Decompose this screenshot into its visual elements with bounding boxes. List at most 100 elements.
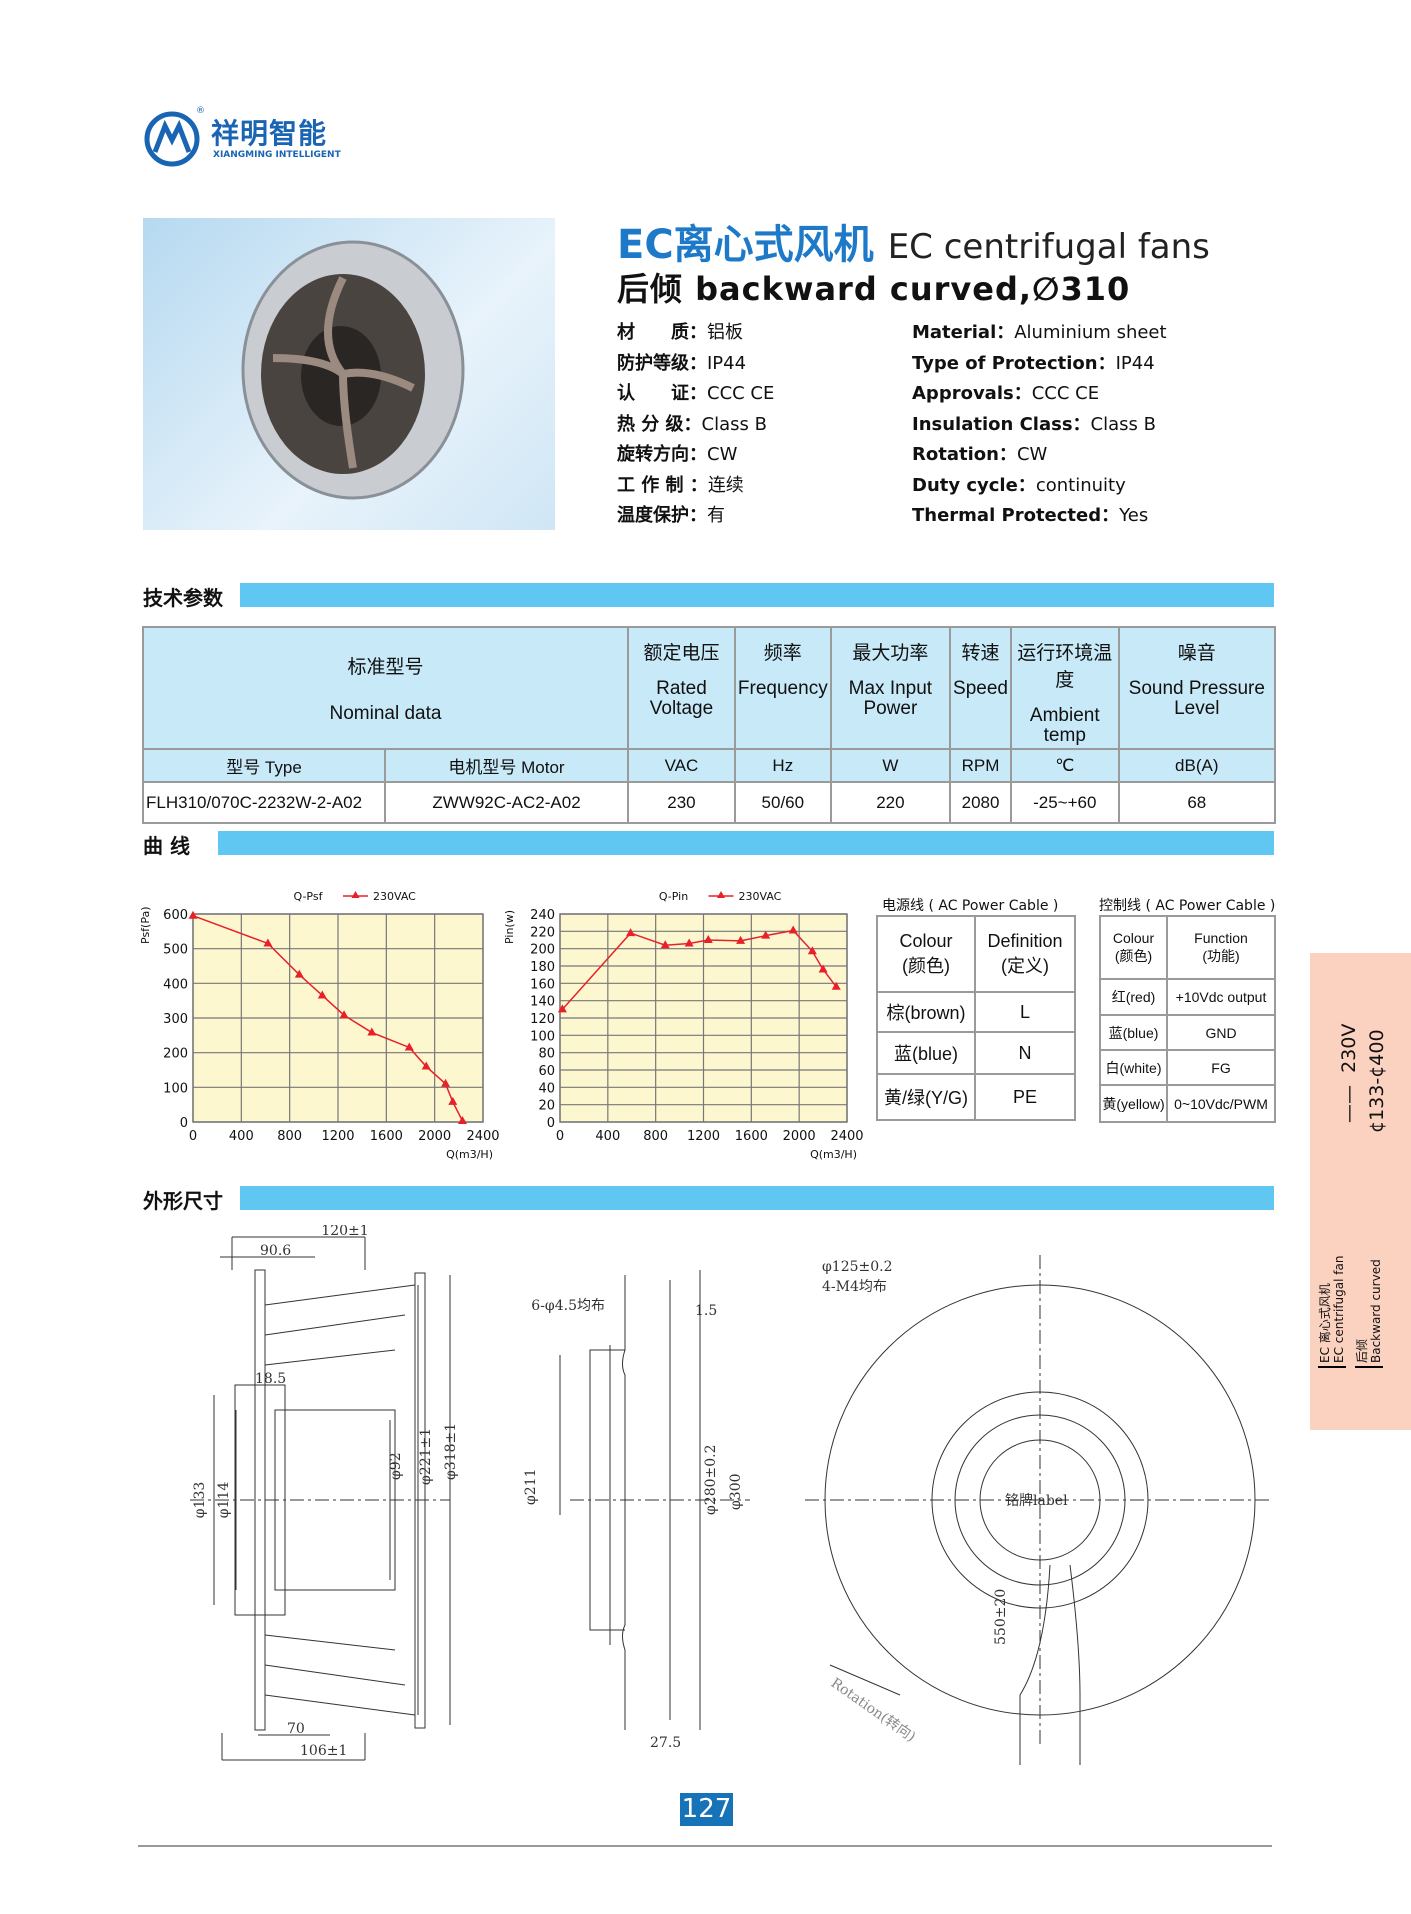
legend-label: 230VAC [739, 890, 782, 903]
spec-value: IP44 [707, 352, 747, 374]
cell: 棕(brown) [876, 991, 976, 1033]
data-point [441, 1078, 451, 1087]
y-tick-label: 140 [530, 995, 555, 1010]
data-point [818, 964, 828, 973]
table-row: 红(red) +10Vdc output [1099, 978, 1276, 1016]
value: -25~+60 [1010, 781, 1120, 824]
data-point [703, 935, 713, 943]
col-cn: 转速 [961, 643, 1000, 664]
cell: 黄/绿(Y/G) [876, 1073, 976, 1121]
y-tick-label: 200 [163, 1047, 188, 1062]
col-en: Max Input Power [848, 678, 933, 719]
spec-row: 工 作 制 ：连续 [617, 471, 744, 497]
cell: 蓝(blue) [1099, 1014, 1168, 1051]
data-point [626, 928, 636, 937]
spec-label: Duty cycle： [912, 474, 1036, 496]
data-point [188, 910, 198, 919]
legend-marker [717, 891, 725, 898]
unit: ℃ [1010, 748, 1120, 783]
value: 50/60 [733, 781, 832, 824]
col-header: 最大功率 Max Input Power [829, 626, 952, 750]
brand-logo: ® 祥明智能 XIANGMING INTELLIGENT [143, 106, 353, 168]
spec-value: continuity [1035, 474, 1126, 496]
cell: PE [974, 1073, 1076, 1121]
spec-label: 材 质： [617, 322, 707, 343]
spec-label: 温度保护： [617, 505, 707, 526]
h: Definition [987, 930, 1063, 951]
spec-value: IP44 [1115, 352, 1155, 374]
x-tick-label: 1600 [370, 1129, 403, 1144]
side-l1: EC 离心式风机 [1318, 1283, 1332, 1363]
cell: 0~10Vdc/PWM [1166, 1084, 1276, 1123]
section-tech-bar [240, 583, 1274, 607]
table-row: 黄/绿(Y/G) PE [876, 1073, 1076, 1121]
spec-row: Type of Protection：IP44 [912, 349, 1155, 375]
spec-value: Class B [1090, 413, 1156, 435]
unit: Hz [733, 748, 832, 783]
spec-label: Thermal Protected： [912, 505, 1120, 526]
dim-label: 550±20 [993, 1589, 1009, 1645]
spec-label: Type of Protection： [912, 352, 1116, 374]
spec-label: 工 作 制 ： [617, 474, 708, 496]
col-en: Sound Pressure Level [1128, 678, 1265, 719]
side-l3: 后倾 [1355, 1338, 1369, 1363]
cell: L [974, 991, 1076, 1033]
spec-table: 标准型号 Nominal data 额定电压 Rated Voltage 频率 Freq… [142, 626, 1277, 824]
nominal-cn: 标准型号 [347, 656, 424, 678]
col-header: 转速 Speed [949, 626, 1012, 750]
side-voltage-text: 230V [1338, 1023, 1360, 1073]
dim-label: 90.6 [260, 1243, 291, 1259]
spec-row: Duty cycle：continuity [912, 471, 1126, 497]
dim-label: 1.5 [695, 1303, 717, 1319]
col-en: Ambient temp [1029, 705, 1100, 746]
nominal-en: Nominal data [329, 702, 442, 724]
side-l4: Backward curved [1369, 1259, 1383, 1363]
value: 2080 [949, 781, 1012, 824]
dim-label: 4-M4均布 [822, 1279, 887, 1295]
data-point [294, 969, 304, 978]
spec-value: CCC CE [1031, 383, 1100, 404]
profile-view [559, 1270, 750, 1730]
h: Colour [899, 930, 953, 951]
dim-label: 27.5 [650, 1735, 681, 1751]
table-row: 黄(yellow) 0~10Vdc/PWM [1099, 1084, 1276, 1123]
table-row: FLH310/070C-2232W-2-A02 ZWW92C-AC2-A02 2… [142, 781, 1277, 824]
dim-label: φ92 [388, 1452, 404, 1480]
table-row: 白(white) FG [1099, 1049, 1276, 1086]
x-tick-label: 0 [189, 1129, 197, 1144]
dim-label: φ133 [192, 1482, 208, 1519]
x-tick-label: 1600 [735, 1129, 768, 1144]
side-view [190, 1236, 451, 1761]
spec-label: 热 分 级： [617, 413, 702, 435]
dim-label: 106±1 [300, 1743, 347, 1759]
y-tick-label: 120 [530, 1012, 555, 1027]
cell: 蓝(blue) [876, 1031, 976, 1075]
dim-label: φ300 [728, 1473, 744, 1510]
data-point [788, 925, 798, 934]
registered-mark: ® [196, 106, 205, 116]
legend-label: 230VAC [373, 890, 416, 903]
spec-label: 旋转方向： [617, 444, 707, 465]
cell: +10Vdc output [1166, 978, 1276, 1016]
spec-value: CCC CE [707, 383, 775, 404]
x-tick-label: 400 [595, 1129, 620, 1144]
col-header: 噪音 Sound Pressure Level [1117, 626, 1277, 750]
type-label: 型号 Type [142, 748, 386, 783]
side-l2: EC centrifugal fan [1332, 1255, 1346, 1363]
data-point [457, 1115, 467, 1124]
title-en: EC centrifugal fans [887, 227, 1210, 267]
y-axis-label: Pin(w) [503, 910, 516, 944]
side-labels-1: EC 离心式风机 EC centrifugal fan [1318, 1255, 1346, 1368]
dim-label: 120±1 [321, 1225, 368, 1239]
col-cn: 最大功率 [852, 643, 929, 664]
spec-row: 热 分 级：Class B [617, 410, 767, 436]
dim-label: φ125±0.2 [822, 1259, 893, 1275]
cell: Colour (颜色) [1099, 915, 1168, 980]
brand-name-en: XIANGMING INTELLIGENT [213, 150, 341, 160]
section-dims-bar [240, 1186, 1274, 1210]
col-cn: 额定电压 [643, 643, 720, 664]
x-tick-label: 1200 [687, 1129, 720, 1144]
spec-label: Rotation： [912, 444, 1017, 465]
product-title: EC离心式风机 EC centrifugal fans [617, 212, 1210, 270]
h: (颜色) [1114, 947, 1153, 964]
